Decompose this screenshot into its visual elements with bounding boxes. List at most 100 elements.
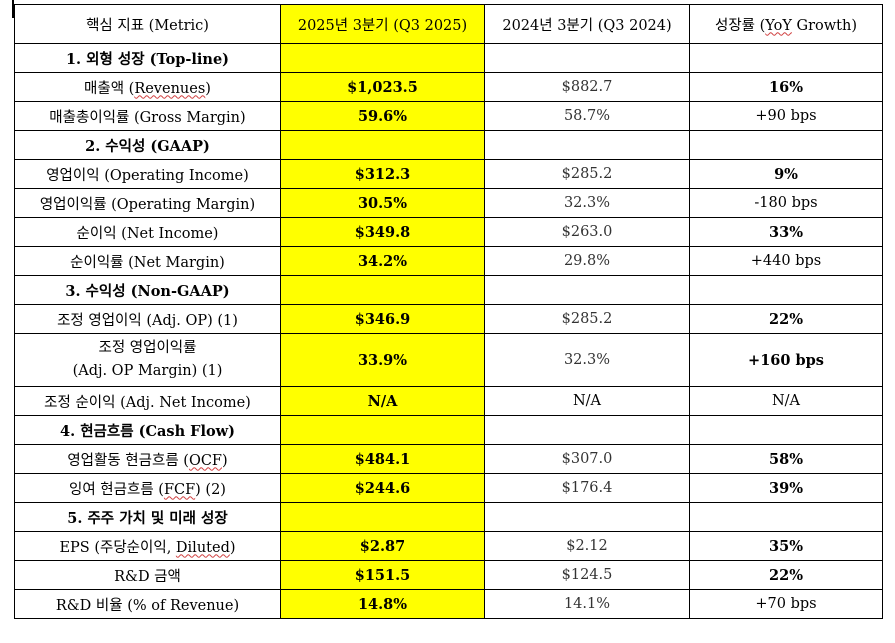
value-yoy: 58% (689, 444, 883, 474)
table-row: EPS (주당순이익, Diluted) $2.87 $2.12 35% (14, 531, 883, 561)
row-label: 잉여 현금흐름 (FCF) (2) (14, 473, 281, 503)
table-row: 조정 순이익 (Adj. Net Income) N/A N/A N/A (14, 386, 883, 416)
value-yoy: N/A (689, 386, 883, 416)
value-q3-2025: 34.2% (280, 246, 485, 276)
value-q3-2025: 14.8% (280, 589, 485, 619)
value-q3-2025: $484.1 (280, 444, 485, 474)
value-yoy: -180 bps (689, 188, 883, 218)
section-cell-highlight (280, 130, 485, 160)
table-row: R&D 금액 $151.5 $124.5 22% (14, 560, 883, 590)
section-cell-highlight (280, 43, 485, 73)
value-q3-2025: $151.5 (280, 560, 485, 590)
section-title: 1. 외형 성장 (Top-line) (14, 43, 281, 73)
value-q3-2024: $263.0 (484, 217, 690, 247)
section-cell (484, 502, 690, 532)
value-q3-2024: 58.7% (484, 101, 690, 131)
section-row: 3. 수익성 (Non-GAAP) (14, 275, 883, 305)
value-yoy: 22% (689, 560, 883, 590)
section-cell (484, 275, 690, 305)
section-row: 1. 외형 성장 (Top-line) (14, 43, 883, 73)
header-q3-2024: 2024년 3분기 (Q3 2024) (484, 4, 690, 44)
header-yoy: 성장률 (YoY Growth) (689, 4, 883, 44)
section-cell (689, 43, 883, 73)
value-q3-2024: $176.4 (484, 473, 690, 503)
section-row: 5. 주주 가치 및 미래 성장 (14, 502, 883, 532)
value-q3-2025: $312.3 (280, 159, 485, 189)
row-label: 조정 영업이익률 (Adj. OP Margin) (1) (14, 333, 281, 387)
value-q3-2024: $2.12 (484, 531, 690, 561)
value-yoy: 39% (689, 473, 883, 503)
value-q3-2025: 33.9% (280, 333, 485, 387)
table-row: 매출총이익률 (Gross Margin) 59.6% 58.7% +90 bp… (14, 101, 883, 131)
section-title: 5. 주주 가치 및 미래 성장 (14, 502, 281, 532)
section-cell (689, 502, 883, 532)
table-row: 매출액 (Revenues) $1,023.5 $882.7 16% (14, 72, 883, 102)
value-q3-2024: $307.0 (484, 444, 690, 474)
section-cell (484, 43, 690, 73)
value-q3-2024: 14.1% (484, 589, 690, 619)
table-row: R&D 비율 (% of Revenue) 14.8% 14.1% +70 bp… (14, 589, 883, 619)
section-title: 2. 수익성 (GAAP) (14, 130, 281, 160)
row-label: R&D 비율 (% of Revenue) (14, 589, 281, 619)
value-q3-2024: $882.7 (484, 72, 690, 102)
table-row: 영업활동 현금흐름 (OCF) $484.1 $307.0 58% (14, 444, 883, 474)
value-q3-2025: 59.6% (280, 101, 485, 131)
table-header-row: 핵심 지표 (Metric) 2025년 3분기 (Q3 2025) 2024년… (14, 4, 883, 44)
value-q3-2024: N/A (484, 386, 690, 416)
row-label: 영업이익 (Operating Income) (14, 159, 281, 189)
row-label-line2: (Adj. OP Margin) (1) (72, 363, 223, 379)
row-label: EPS (주당순이익, Diluted) (14, 531, 281, 561)
section-cell (484, 130, 690, 160)
section-cell (689, 275, 883, 305)
value-q3-2025: $1,023.5 (280, 72, 485, 102)
text-cursor (12, 0, 14, 18)
table-row: 영업이익 (Operating Income) $312.3 $285.2 9% (14, 159, 883, 189)
section-cell (689, 415, 883, 445)
row-label: 순이익률 (Net Margin) (14, 246, 281, 276)
row-label: 영업이익률 (Operating Margin) (14, 188, 281, 218)
section-title: 3. 수익성 (Non-GAAP) (14, 275, 281, 305)
value-q3-2024: $285.2 (484, 304, 690, 334)
section-row: 4. 현금흐름 (Cash Flow) (14, 415, 883, 445)
value-yoy: +90 bps (689, 101, 883, 131)
yoy-word: YoY (765, 17, 792, 34)
section-cell-highlight (280, 275, 485, 305)
value-q3-2025: $346.9 (280, 304, 485, 334)
value-q3-2025: $244.6 (280, 473, 485, 503)
value-yoy: +440 bps (689, 246, 883, 276)
row-label: 매출액 (Revenues) (14, 72, 281, 102)
value-q3-2025: N/A (280, 386, 485, 416)
section-cell (689, 130, 883, 160)
value-yoy: 33% (689, 217, 883, 247)
row-label: 조정 순이익 (Adj. Net Income) (14, 386, 281, 416)
row-label: 매출총이익률 (Gross Margin) (14, 101, 281, 131)
header-q3-2025: 2025년 3분기 (Q3 2025) (280, 4, 485, 44)
row-label: R&D 금액 (14, 560, 281, 590)
section-cell (484, 415, 690, 445)
table-row: 영업이익률 (Operating Margin) 30.5% 32.3% -18… (14, 188, 883, 218)
value-yoy: 35% (689, 531, 883, 561)
section-row: 2. 수익성 (GAAP) (14, 130, 883, 160)
value-q3-2025: 30.5% (280, 188, 485, 218)
section-title: 4. 현금흐름 (Cash Flow) (14, 415, 281, 445)
table-row: 순이익 (Net Income) $349.8 $263.0 33% (14, 217, 883, 247)
value-q3-2024: $285.2 (484, 159, 690, 189)
value-q3-2025: $349.8 (280, 217, 485, 247)
value-q3-2024: $124.5 (484, 560, 690, 590)
section-cell-highlight (280, 415, 485, 445)
row-label: 순이익 (Net Income) (14, 217, 281, 247)
value-yoy: 22% (689, 304, 883, 334)
row-label: 영업활동 현금흐름 (OCF) (14, 444, 281, 474)
value-q3-2025: $2.87 (280, 531, 485, 561)
metrics-table: 핵심 지표 (Metric) 2025년 3분기 (Q3 2025) 2024년… (14, 4, 883, 619)
table-row: 순이익률 (Net Margin) 34.2% 29.8% +440 bps (14, 246, 883, 276)
table-row: 조정 영업이익 (Adj. OP) (1) $346.9 $285.2 22% (14, 304, 883, 334)
value-yoy: 9% (689, 159, 883, 189)
value-q3-2024: 32.3% (484, 188, 690, 218)
value-yoy: +160 bps (689, 333, 883, 387)
value-q3-2024: 32.3% (484, 333, 690, 387)
value-q3-2024: 29.8% (484, 246, 690, 276)
header-metric: 핵심 지표 (Metric) (14, 4, 281, 44)
row-label: 조정 영업이익 (Adj. OP) (1) (14, 304, 281, 334)
